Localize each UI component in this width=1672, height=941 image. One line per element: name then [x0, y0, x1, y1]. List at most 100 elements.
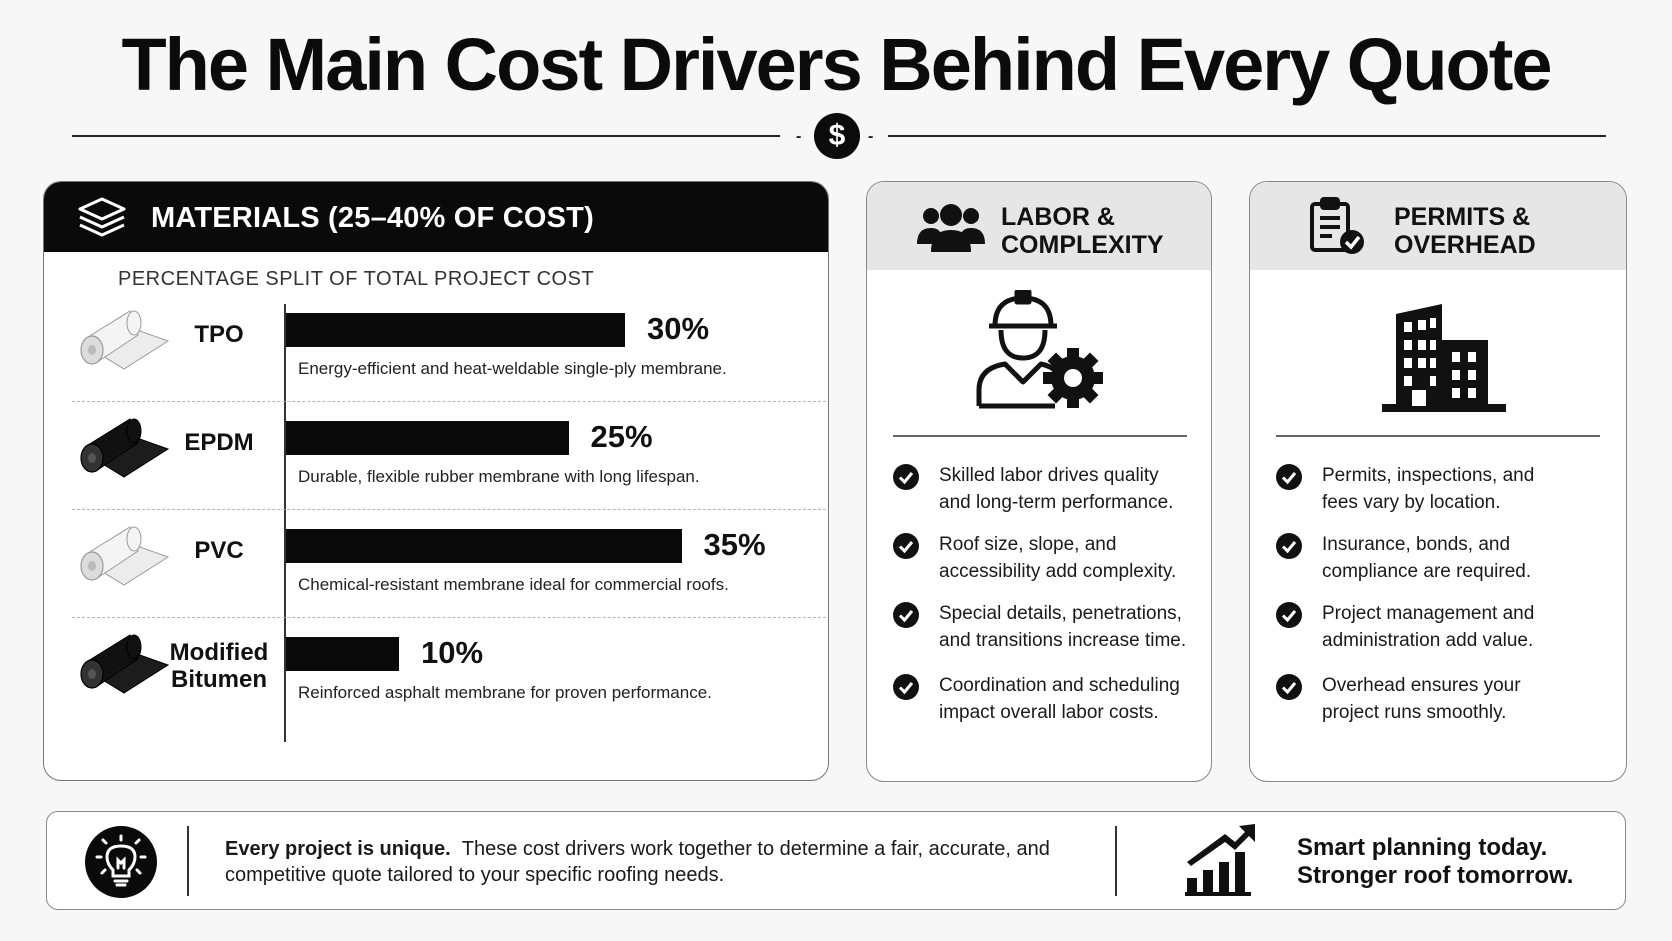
- summary-banner: Every project is unique. These cost driv…: [46, 811, 1626, 910]
- materials-card: MATERIALS (25–40% OF COST) PERCENTAGE SP…: [43, 181, 829, 781]
- check-circle-icon: [1276, 464, 1302, 495]
- labor-title-line2: COMPLEXITY: [1001, 231, 1164, 259]
- divider-dash: -: [868, 128, 874, 145]
- checklist-text: Special details, penetrations, and trans…: [939, 600, 1199, 654]
- permits-divider: [1276, 435, 1600, 437]
- checklist-line2: project runs smoothly.: [1322, 702, 1507, 723]
- cost-bar: [286, 529, 682, 563]
- growth-chart-icon: [1185, 824, 1259, 901]
- check-circle-icon: [1276, 533, 1302, 564]
- lightbulb-icon: [85, 826, 157, 898]
- check-circle-icon: [1276, 674, 1302, 705]
- material-description: Energy-efficient and heat-weldable singl…: [298, 359, 727, 378]
- check-circle-icon: [893, 533, 919, 564]
- checklist-line1: Project management and: [1322, 603, 1535, 624]
- check-circle-icon: [1276, 602, 1302, 633]
- cost-percent-label: 25%: [590, 419, 653, 454]
- check-circle-icon: [893, 674, 919, 705]
- banner-divider: [187, 826, 189, 896]
- checklist-text: Insurance, bonds, and compliance are req…: [1322, 531, 1582, 585]
- cost-percent-label: 30%: [647, 311, 710, 346]
- checklist-line1: Insurance, bonds, and: [1322, 534, 1511, 555]
- people-icon: [917, 202, 985, 259]
- checklist-line1: Coordination and scheduling: [939, 675, 1180, 696]
- material-name-line1: TPO: [194, 321, 244, 348]
- material-row: TPO 30% Energy-efficient and heat-weldable…: [44, 293, 828, 409]
- material-name-line1: Modified: [169, 639, 269, 666]
- checklist-text: Permits, inspections, and fees vary by l…: [1322, 462, 1582, 516]
- cost-bar: [286, 313, 625, 347]
- checklist-text: Roof size, slope, and accessibility add …: [939, 531, 1199, 585]
- permits-header: PERMITS & OVERHEAD: [1250, 182, 1626, 270]
- checklist-text: Skilled labor drives quality and long-te…: [939, 462, 1199, 516]
- checklist-line2: impact overall labor costs.: [939, 702, 1159, 723]
- labor-header: LABOR & COMPLEXITY: [867, 182, 1211, 270]
- material-name: EPDM: [164, 429, 274, 456]
- checklist-line2: accessibility add complexity.: [939, 561, 1177, 582]
- check-circle-icon: [893, 602, 919, 633]
- banner-bold: Every project is unique.: [225, 838, 451, 860]
- material-name: Modified Bitumen: [164, 639, 274, 693]
- material-name: TPO: [164, 321, 274, 348]
- membrane-roll-icon: [70, 621, 170, 706]
- permits-title-line1: PERMITS &: [1394, 203, 1531, 231]
- check-circle-icon: [893, 464, 919, 495]
- building-icon: [1382, 300, 1506, 417]
- material-description: Chemical-resistant membrane ideal for co…: [298, 575, 729, 594]
- membrane-roll-icon: [70, 297, 170, 382]
- row-separator: [72, 401, 828, 402]
- dollar-icon: $: [814, 113, 860, 159]
- material-description: Reinforced asphalt membrane for proven p…: [298, 683, 712, 702]
- labor-title: LABOR & COMPLEXITY: [1001, 203, 1164, 259]
- checklist-line2: and transitions increase time.: [939, 630, 1187, 651]
- checklist-line2: and long-term performance.: [939, 492, 1174, 513]
- material-name-line2: Bitumen: [171, 666, 267, 693]
- checklist-line1: Special details, penetrations,: [939, 603, 1182, 624]
- permits-card: PERMITS & OVERHEAD: [1249, 181, 1627, 782]
- checklist-line1: Overhead ensures your: [1322, 675, 1521, 696]
- material-row: PVC 35% Chemical-resistant membrane ideal …: [44, 509, 828, 625]
- title-divider-right: [888, 135, 1606, 137]
- checklist-text: Coordination and scheduling impact overa…: [939, 672, 1199, 726]
- banner-text1: These cost drivers work together to dete…: [461, 838, 1050, 860]
- material-row: EPDM 25% Durable, flexible rubber membrane…: [44, 401, 828, 517]
- title-divider-left: [72, 135, 780, 137]
- layers-icon: [76, 196, 128, 243]
- bar-axis: [284, 304, 286, 742]
- labor-divider: [893, 435, 1187, 437]
- clipboard-check-icon: [1308, 196, 1368, 261]
- cost-percent-label: 35%: [703, 527, 766, 562]
- permits-title: PERMITS & OVERHEAD: [1394, 203, 1536, 259]
- membrane-roll-icon: [70, 513, 170, 598]
- material-name-line1: PVC: [194, 537, 244, 564]
- material-description: Durable, flexible rubber membrane with l…: [298, 467, 700, 486]
- banner-divider: [1115, 826, 1117, 896]
- checklist-line2: compliance are required.: [1322, 561, 1532, 582]
- labor-title-line1: LABOR &: [1001, 203, 1115, 231]
- material-row: Modified Bitumen 10% Reinforced asphalt mem…: [44, 617, 828, 733]
- material-name-line1: EPDM: [184, 429, 254, 456]
- checklist-line1: Permits, inspections, and: [1322, 465, 1535, 486]
- permits-title-line2: OVERHEAD: [1394, 231, 1536, 259]
- checklist-line1: Skilled labor drives quality: [939, 465, 1159, 486]
- checklist-line2: administration add value.: [1322, 630, 1534, 651]
- cost-bar: [286, 637, 399, 671]
- membrane-roll-icon: [70, 405, 170, 490]
- checklist-text: Project management and administration ad…: [1322, 600, 1582, 654]
- divider-dash: -: [796, 128, 802, 145]
- checklist-text: Overhead ensures your project runs smoot…: [1322, 672, 1582, 726]
- cta-line1: Smart planning today.: [1297, 834, 1548, 861]
- row-separator: [72, 509, 828, 510]
- materials-subtitle: PERCENTAGE SPLIT OF TOTAL PROJECT COST: [118, 268, 595, 290]
- banner-text-line1: Every project is unique. These cost driv…: [225, 838, 1050, 861]
- material-name: PVC: [164, 537, 274, 564]
- checklist-line2: fees vary by location.: [1322, 492, 1501, 513]
- page-title: The Main Cost Drivers Behind Every Quote: [121, 23, 1552, 106]
- worker-gear-icon: [975, 289, 1107, 417]
- cost-percent-label: 10%: [421, 635, 484, 670]
- cost-bar: [286, 421, 569, 455]
- checklist-line1: Roof size, slope, and: [939, 534, 1117, 555]
- banner-text-line2: competitive quote tailored to your speci…: [225, 864, 725, 886]
- row-separator: [72, 617, 828, 618]
- cta-line2: Stronger roof tomorrow.: [1297, 862, 1574, 889]
